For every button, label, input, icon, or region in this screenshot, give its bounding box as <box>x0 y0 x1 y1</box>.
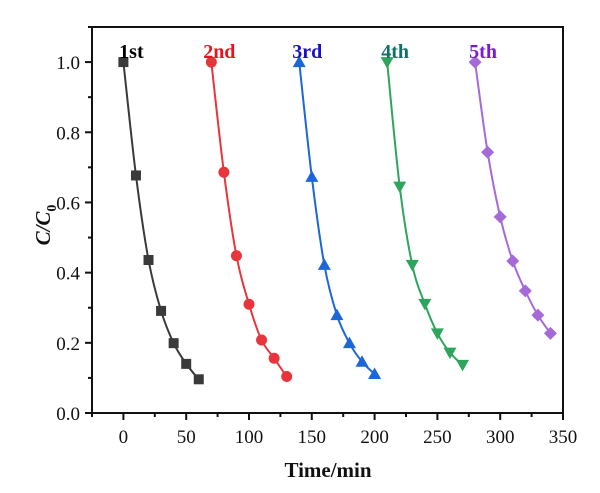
data-point-circle <box>205 56 217 68</box>
series-line <box>122 61 200 380</box>
x-tick-label: 150 <box>298 427 327 448</box>
data-point-diamond <box>481 145 495 159</box>
series-line <box>298 61 376 375</box>
plot-frame <box>91 26 564 414</box>
x-tick-label: 250 <box>423 427 452 448</box>
y-tick-label: 0.2 <box>56 334 80 355</box>
x-tick-label: 0 <box>119 427 129 448</box>
y-axis-title: C/C0 <box>31 205 60 246</box>
series-line <box>210 61 288 378</box>
series-2nd <box>205 56 293 383</box>
y-tick-label: 1.0 <box>56 53 80 74</box>
data-point-circle <box>268 352 280 364</box>
data-point-diamond <box>518 284 532 298</box>
y-tick-label: 0.6 <box>56 193 80 214</box>
series-label-3rd: 3rd <box>292 41 322 63</box>
ticks-layer: 0 50 100 150 200 250 300 350 0.0 0.2 0.4 0.6 0.8 1.0 <box>56 26 578 448</box>
data-point-square <box>181 358 192 369</box>
data-point-triangle-down <box>430 328 444 340</box>
data-point-triangle-up <box>355 355 369 367</box>
series-line <box>474 61 552 334</box>
series-label-4th: 4th <box>381 41 409 63</box>
series-4th <box>380 57 470 372</box>
data-point-square <box>130 170 141 181</box>
x-tick-label: 350 <box>549 427 578 448</box>
series-label-2nd: 2nd <box>203 41 235 63</box>
data-point-square <box>156 305 167 316</box>
data-point-triangle-up <box>305 170 319 182</box>
series-5th <box>468 55 557 340</box>
data-point-square <box>143 255 154 266</box>
series-1st <box>118 57 204 385</box>
y-tick-label: 0.0 <box>56 404 80 425</box>
y-axis-title-subscript: 0 <box>45 205 60 212</box>
data-point-diamond <box>493 210 507 224</box>
series-line <box>386 61 464 366</box>
data-point-triangle-down <box>443 347 457 360</box>
x-axis-title: Time/min <box>284 458 371 482</box>
data-point-diamond <box>543 326 557 340</box>
x-tick-label: 50 <box>177 427 196 448</box>
data-point-circle <box>281 371 293 383</box>
data-point-triangle-down <box>418 298 432 311</box>
series-3rd <box>292 55 382 380</box>
data-point-diamond <box>531 308 545 322</box>
data-point-triangle-down <box>405 259 419 272</box>
labels-layer: 1st 2nd 3rd 4th 5th <box>119 41 497 63</box>
data-point-square <box>168 338 179 349</box>
data-point-triangle-down <box>393 181 407 194</box>
x-tick-label: 300 <box>486 427 515 448</box>
data-point-diamond <box>506 254 520 268</box>
data-point-circle <box>256 334 268 346</box>
data-point-circle <box>230 250 242 262</box>
data-point-triangle-up <box>292 55 306 68</box>
x-tick-label: 200 <box>360 427 389 448</box>
y-tick-label: 0.4 <box>56 264 80 285</box>
data-point-diamond <box>468 55 482 69</box>
series-label-1st: 1st <box>119 41 144 63</box>
x-tick-label: 100 <box>235 427 264 448</box>
series-label-5th: 5th <box>469 41 497 63</box>
data-point-square <box>118 57 129 68</box>
data-point-triangle-up <box>342 336 356 349</box>
y-axis-title-main: C/C <box>31 211 55 246</box>
y-tick-label: 0.8 <box>56 123 80 144</box>
data-point-triangle-up <box>368 367 382 380</box>
data-point-triangle-down <box>456 359 470 372</box>
series-layer <box>118 55 557 385</box>
data-point-triangle-up <box>317 258 331 270</box>
data-point-square <box>193 374 204 385</box>
data-point-triangle-up <box>330 308 344 321</box>
data-point-circle <box>243 298 255 310</box>
data-point-triangle-down <box>380 57 394 69</box>
data-point-circle <box>218 166 230 178</box>
